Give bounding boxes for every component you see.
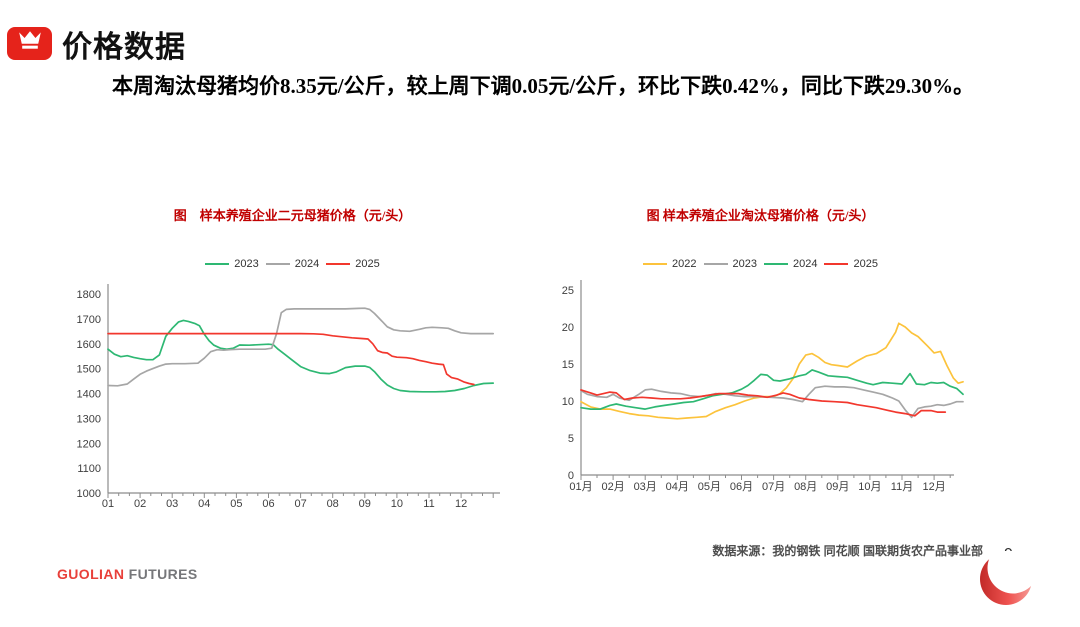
legend-label: 2024 — [294, 258, 320, 270]
svg-text:10月: 10月 — [858, 481, 881, 493]
figure-title: 图 样本养殖企业淘汰母猪价格（元/头） — [646, 208, 875, 223]
svg-text:08: 08 — [327, 498, 339, 510]
svg-text:09: 09 — [359, 498, 371, 510]
legend-swatch — [265, 263, 290, 265]
svg-text:03: 03 — [166, 498, 178, 510]
svg-text:05: 05 — [230, 498, 242, 510]
legend-label: 2025 — [853, 258, 878, 270]
svg-text:11月: 11月 — [891, 481, 913, 493]
legend-item-2024: 2024 — [265, 258, 320, 270]
svg-text:20: 20 — [562, 322, 574, 334]
chart-canvas: 25 20 15 10 5 0 01月 02月 03月 04月 05月 06月 07月 08月 09月 10月… — [553, 277, 968, 512]
legend-swatch — [205, 263, 230, 265]
svg-text:09月: 09月 — [826, 481, 849, 493]
series-2024-line — [107, 307, 495, 387]
svg-text:10: 10 — [562, 396, 574, 408]
legend-item-2022: 2022 — [643, 258, 697, 270]
svg-text:11: 11 — [423, 498, 434, 510]
series-2023-line — [107, 319, 495, 393]
legend-label: 2022 — [672, 258, 697, 270]
svg-text:1300: 1300 — [77, 413, 101, 425]
series-2025-line — [580, 389, 947, 417]
series-2024-line — [580, 369, 964, 410]
logo-primary: GUOLIAN — [57, 566, 125, 582]
svg-text:1200: 1200 — [77, 438, 101, 450]
legend-swatch — [824, 263, 849, 265]
svg-text:01月: 01月 — [569, 481, 592, 493]
svg-text:06: 06 — [262, 498, 274, 510]
svg-text:10: 10 — [391, 498, 403, 510]
legend-item-2023: 2023 — [205, 258, 259, 270]
chart-canvas: 1800 1700 1600 1500 1400 1300 1200 1100 1000 01 02… — [70, 277, 515, 522]
svg-text:12月: 12月 — [922, 481, 945, 493]
legend-swatch — [703, 263, 728, 265]
svg-text:1600: 1600 — [77, 339, 101, 351]
legend-item-2024: 2024 — [764, 258, 817, 270]
title-badge — [7, 27, 52, 60]
figure-right: 图 样本养殖企业淘汰母猪价格（元/头） 2022 2023 2024 2025 25 2… — [553, 205, 968, 512]
crescent-decoration-icon — [978, 542, 1040, 612]
data-source-note: 数据来源：我的钢铁 同花顺 国联期货农产品事业部 — [712, 544, 983, 558]
legend-swatch — [326, 263, 351, 265]
svg-text:1000: 1000 — [77, 488, 101, 500]
figure-left: 图 样本养殖企业二元母猪价格（元/头） 2023 2024 2025 1800 170… — [70, 205, 515, 522]
svg-text:08月: 08月 — [794, 481, 817, 493]
legend-label: 2024 — [793, 258, 818, 270]
series-2022-line — [580, 322, 964, 420]
legend-label: 2023 — [234, 258, 259, 270]
svg-text:01: 01 — [102, 498, 114, 510]
svg-text:1400: 1400 — [77, 389, 101, 401]
svg-text:02: 02 — [134, 498, 146, 510]
legend: 2023 2024 2025 — [70, 257, 515, 271]
legend-swatch — [643, 263, 668, 265]
svg-text:04: 04 — [198, 498, 210, 510]
svg-text:05月: 05月 — [698, 481, 721, 493]
svg-text:15: 15 — [562, 359, 574, 371]
series-2023-line — [580, 385, 964, 419]
svg-text:1700: 1700 — [77, 314, 101, 326]
legend-item-2025: 2025 — [824, 258, 878, 270]
svg-text:07: 07 — [294, 498, 306, 510]
company-logo: GUOLIAN FUTURES — [57, 566, 198, 582]
series-2025-line — [107, 332, 475, 386]
legend: 2022 2023 2024 2025 — [553, 257, 968, 271]
svg-text:03月: 03月 — [634, 481, 657, 493]
legend-label: 2023 — [732, 258, 757, 270]
svg-text:04月: 04月 — [666, 481, 689, 493]
svg-text:06月: 06月 — [730, 481, 753, 493]
svg-text:02月: 02月 — [601, 481, 624, 493]
legend-swatch — [764, 263, 788, 265]
legend-item-2025: 2025 — [326, 258, 380, 270]
svg-text:25: 25 — [562, 285, 574, 297]
legend-item-2023: 2023 — [703, 258, 757, 270]
svg-text:1100: 1100 — [77, 463, 101, 475]
svg-text:5: 5 — [568, 433, 574, 445]
logo-secondary: FUTURES — [128, 566, 198, 582]
svg-text:1500: 1500 — [77, 364, 101, 376]
svg-text:1800: 1800 — [77, 289, 101, 301]
svg-text:12: 12 — [455, 498, 467, 510]
crown-icon — [17, 30, 43, 57]
page-title: 价格数据 — [62, 31, 186, 64]
svg-text:0: 0 — [568, 470, 574, 482]
summary-text: 本周淘汰母猪均价8.35元/公斤，较上周下调0.05元/公斤，环比下跌0.42%… — [112, 74, 975, 98]
svg-text:07月: 07月 — [762, 481, 785, 493]
figure-title: 图 样本养殖企业二元母猪价格（元/头） — [173, 208, 412, 223]
legend-label: 2025 — [355, 258, 380, 270]
